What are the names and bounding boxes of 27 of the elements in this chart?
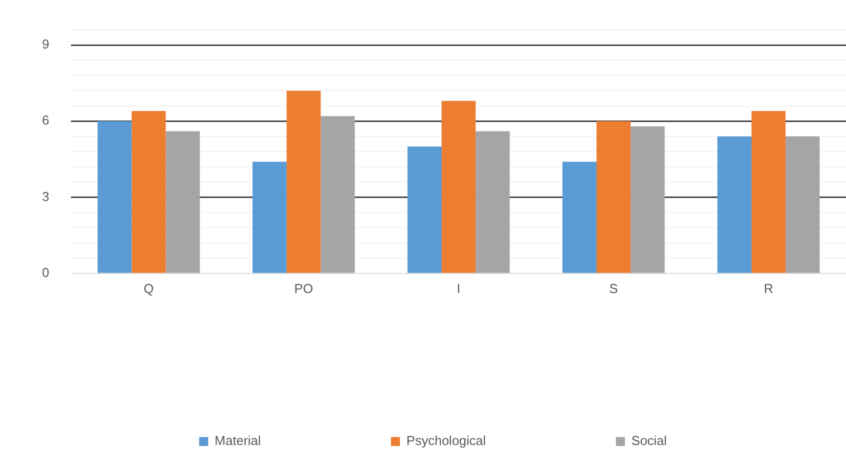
x-tick-label: PO [294,280,314,296]
x-tick-label: S [609,280,618,296]
bar [286,90,321,273]
bar [751,111,786,273]
x-tick-label: R [764,280,774,296]
bar [320,116,355,273]
x-tick-label: I [456,280,460,296]
bar [630,126,665,273]
bar [476,131,510,273]
legend-label: Psychological [406,433,486,448]
bar [407,146,442,273]
legend-label: Social [631,433,667,448]
bar [252,162,287,273]
bar [442,100,476,273]
legend-label: Material [214,433,262,448]
bar [562,162,597,273]
bar [717,136,752,273]
y-tick-label: 9 [42,36,50,52]
bar [132,111,166,273]
bar [596,121,631,273]
y-tick-label: 3 [42,188,50,204]
y-tick-label: 6 [42,112,50,128]
y-tick-label: 0 [42,264,50,280]
bar [786,136,820,273]
x-tick-label: Q [144,280,154,296]
bar [166,131,200,273]
bar [98,121,132,273]
